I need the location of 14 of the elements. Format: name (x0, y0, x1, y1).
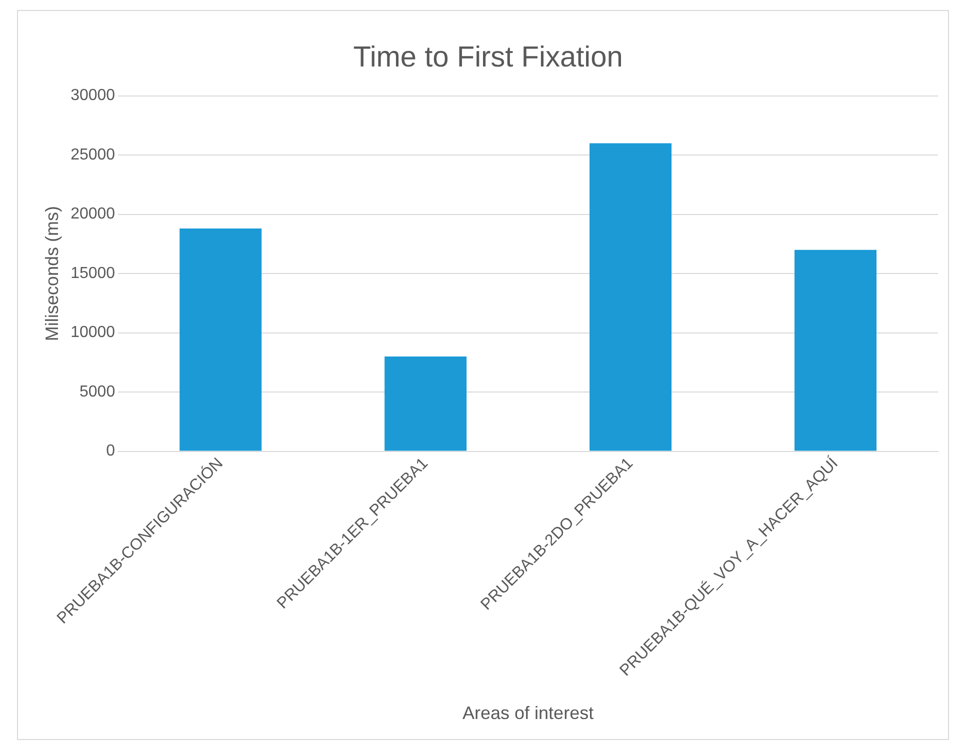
y-tick-label: 15000 (70, 264, 116, 282)
y-tick-label: 20000 (70, 206, 116, 223)
bar (794, 250, 877, 451)
y-tick-label: 30000 (70, 87, 116, 104)
chart-title: Time to First Fixation (353, 41, 623, 74)
y-axis-title: Miliseconds (ms) (42, 206, 62, 342)
y-tick-label: 0 (106, 442, 116, 460)
x-axis-title: Areas of interest (462, 703, 594, 724)
bar (384, 356, 467, 451)
y-tick-label: 25000 (70, 146, 116, 164)
y-tick-label: 10000 (70, 324, 116, 342)
y-tick-label: 5000 (80, 383, 116, 400)
bar (180, 228, 262, 451)
bar (590, 143, 672, 451)
